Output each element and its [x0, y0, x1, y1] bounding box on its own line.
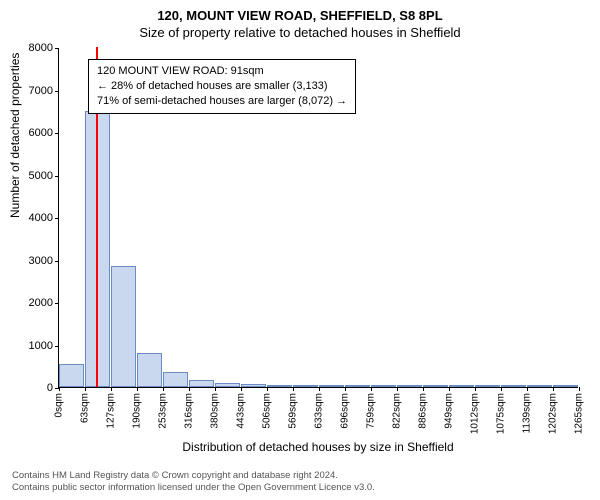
x-tick-label: 759sqm [366, 393, 377, 429]
footer-line-2: Contains public sector information licen… [12, 482, 375, 494]
chart-title-sub: Size of property relative to detached ho… [0, 23, 600, 40]
y-tick-label: 8000 [19, 42, 59, 54]
y-tick-label: 3000 [19, 255, 59, 267]
histogram-bar [137, 353, 162, 387]
footer: Contains HM Land Registry data © Crown c… [12, 470, 375, 494]
x-tick-mark [345, 387, 346, 391]
histogram-bar [293, 385, 318, 387]
histogram-bar [267, 385, 292, 387]
y-tick-label: 6000 [19, 127, 59, 139]
x-tick-mark [241, 387, 242, 391]
x-tick-label: 0sqm [54, 393, 65, 417]
x-tick-mark [501, 387, 502, 391]
chart-container: 120, MOUNT VIEW ROAD, SHEFFIELD, S8 8PL … [0, 0, 600, 500]
x-tick-label: 380sqm [210, 393, 221, 429]
x-tick-mark [215, 387, 216, 391]
x-tick-mark [449, 387, 450, 391]
x-tick-label: 1012sqm [470, 393, 481, 434]
y-tick-label: 2000 [19, 297, 59, 309]
y-tick-mark [55, 48, 59, 49]
x-tick-mark [189, 387, 190, 391]
histogram-bar [319, 385, 344, 387]
histogram-bar [59, 364, 84, 387]
histogram-bar [189, 380, 214, 387]
y-tick-label: 4000 [19, 212, 59, 224]
x-tick-label: 127sqm [106, 393, 117, 429]
x-tick-mark [553, 387, 554, 391]
x-tick-mark [267, 387, 268, 391]
y-tick-mark [55, 91, 59, 92]
info-box: 120 MOUNT VIEW ROAD: 91sqm ← 28% of deta… [88, 59, 356, 114]
x-tick-label: 949sqm [444, 393, 455, 429]
x-tick-mark [319, 387, 320, 391]
histogram-bar [527, 385, 552, 387]
x-tick-mark [85, 387, 86, 391]
y-tick-mark [55, 218, 59, 219]
x-tick-label: 443sqm [236, 393, 247, 429]
chart-title-main: 120, MOUNT VIEW ROAD, SHEFFIELD, S8 8PL [0, 0, 600, 23]
x-tick-label: 1265sqm [574, 393, 585, 434]
x-tick-mark [423, 387, 424, 391]
y-tick-label: 1000 [19, 340, 59, 352]
histogram-bar [371, 385, 396, 387]
x-tick-mark [527, 387, 528, 391]
histogram-bar [345, 385, 370, 387]
x-tick-mark [111, 387, 112, 391]
x-tick-label: 633sqm [314, 393, 325, 429]
x-tick-label: 1075sqm [496, 393, 507, 434]
histogram-bar [449, 385, 474, 387]
y-tick-mark [55, 176, 59, 177]
histogram-bar [397, 385, 422, 387]
y-tick-label: 7000 [19, 85, 59, 97]
histogram-bar [501, 385, 526, 387]
x-tick-label: 822sqm [392, 393, 403, 429]
info-line-2: ← 28% of detached houses are smaller (3,… [97, 79, 347, 94]
x-tick-label: 1139sqm [522, 393, 533, 433]
histogram-bar [215, 383, 240, 387]
histogram-bar [423, 385, 448, 387]
y-tick-mark [55, 261, 59, 262]
x-tick-label: 63sqm [80, 393, 91, 423]
x-tick-label: 1202sqm [548, 393, 559, 434]
x-tick-label: 506sqm [262, 393, 273, 429]
footer-line-1: Contains HM Land Registry data © Crown c… [12, 470, 375, 482]
x-tick-label: 190sqm [132, 393, 143, 429]
y-tick-mark [55, 346, 59, 347]
y-tick-mark [55, 133, 59, 134]
histogram-bar [163, 372, 188, 387]
y-tick-mark [55, 303, 59, 304]
x-tick-label: 316sqm [184, 393, 195, 429]
x-tick-mark [475, 387, 476, 391]
x-tick-mark [163, 387, 164, 391]
x-tick-label: 569sqm [288, 393, 299, 429]
x-tick-label: 886sqm [418, 393, 429, 429]
x-axis-label: Distribution of detached houses by size … [58, 440, 578, 454]
histogram-bar [111, 266, 136, 387]
x-tick-mark [59, 387, 60, 391]
histogram-bar [241, 384, 266, 387]
x-tick-mark [579, 387, 580, 391]
histogram-bar [553, 385, 578, 387]
histogram-bar [475, 385, 500, 387]
x-tick-mark [371, 387, 372, 391]
x-tick-mark [293, 387, 294, 391]
x-tick-mark [397, 387, 398, 391]
y-tick-label: 5000 [19, 170, 59, 182]
info-line-1: 120 MOUNT VIEW ROAD: 91sqm [97, 64, 347, 79]
x-tick-label: 696sqm [340, 393, 351, 429]
x-tick-mark [137, 387, 138, 391]
x-tick-label: 253sqm [158, 393, 169, 429]
info-line-3: 71% of semi-detached houses are larger (… [97, 94, 347, 109]
